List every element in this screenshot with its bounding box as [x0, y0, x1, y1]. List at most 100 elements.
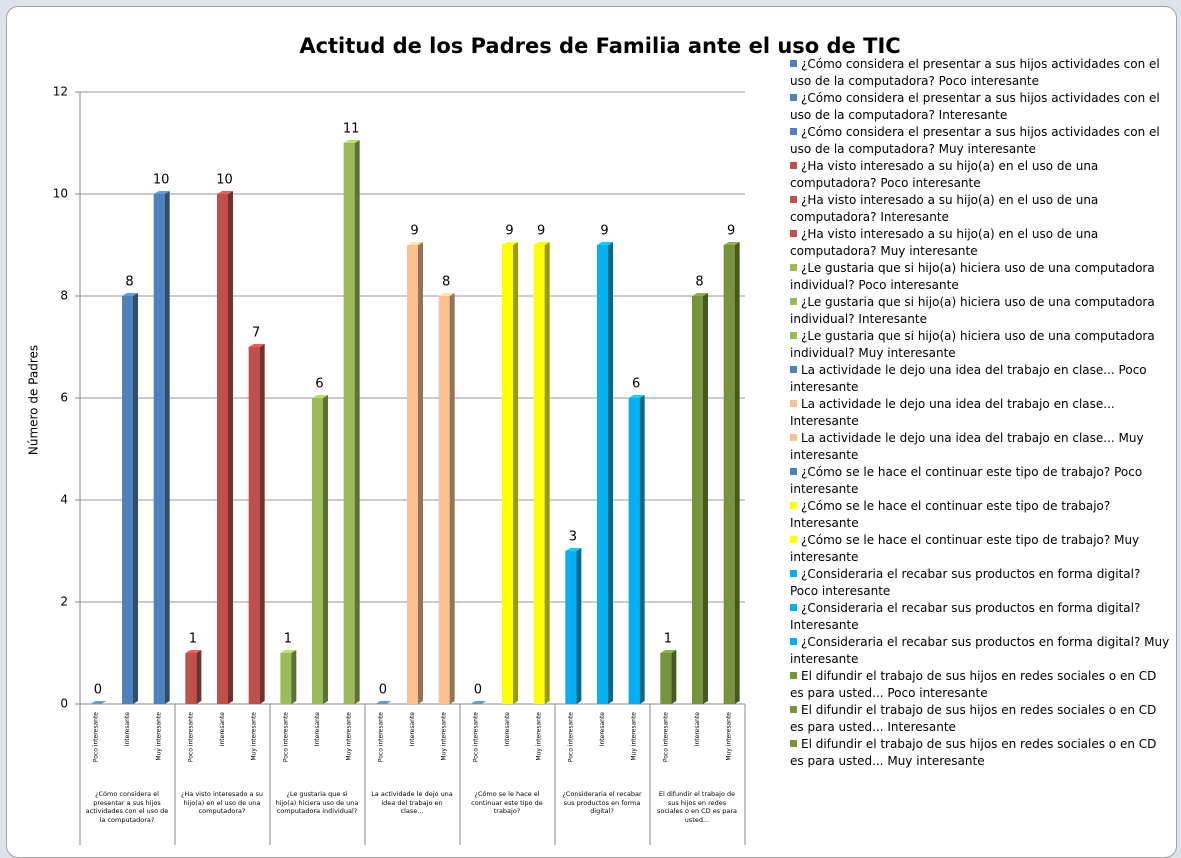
y-tick-label: 0 — [60, 697, 68, 711]
x-tick-label: Muy interesante — [536, 712, 543, 761]
data-label: 10 — [216, 173, 233, 188]
bar-top — [565, 548, 582, 551]
legend-label: ¿Cómo considera el presentar a sus hijos… — [790, 57, 1160, 88]
legend-label: ¿Ha visto interesado a su hijo(a) en el … — [790, 159, 1099, 190]
legend-entry: ¿Le gustaria que si hijo(a) hiciera uso … — [790, 294, 1170, 328]
legend-entry: ¿Ha visto interesado a su hijo(a) en el … — [790, 226, 1170, 260]
bar-top — [470, 701, 487, 704]
data-label: 9 — [505, 224, 513, 239]
x-tick-label: Interesante — [219, 712, 226, 747]
bar-top — [343, 140, 360, 143]
y-tick-label: 12 — [53, 85, 68, 99]
bar-side — [576, 548, 582, 704]
legend-entry: ¿Ha visto interesado a su hijo(a) en el … — [790, 158, 1170, 192]
x-tick-label: Poco interesante — [662, 712, 669, 762]
bar-side — [228, 191, 233, 704]
data-label: 6 — [315, 377, 323, 392]
legend-entry: ¿Consideraria el recabar sus productos e… — [790, 566, 1170, 600]
x-tick-label: Interesante — [314, 712, 321, 747]
data-label: 9 — [537, 224, 545, 239]
bar-top — [122, 293, 138, 296]
legend-entry: ¿Ha visto interesado a su hijo(a) en el … — [790, 192, 1170, 226]
legend-label: ¿Cómo se le hace el continuar este tipo … — [790, 533, 1140, 564]
data-label: 8 — [695, 275, 703, 290]
bar — [660, 653, 672, 704]
x-tick-label: Interesante — [694, 712, 701, 747]
bar — [217, 194, 228, 704]
y-tick-label: 6 — [60, 391, 68, 405]
bar-side — [734, 242, 740, 704]
legend-swatch — [790, 230, 797, 237]
bar — [185, 653, 197, 704]
legend-swatch — [790, 162, 797, 169]
bar-side — [133, 293, 138, 704]
bar-top — [375, 701, 392, 704]
legend-label: ¿Consideraria el recabar sus productos e… — [790, 601, 1141, 632]
bar-side — [449, 293, 455, 704]
group-label: ¿Le gustaria que si hijo(a) hiciera uso … — [275, 790, 359, 815]
bar-top — [502, 242, 518, 245]
bar — [280, 653, 292, 704]
y-tick-label: 8 — [60, 289, 68, 303]
y-axis-label: Número de Padres — [27, 345, 41, 455]
data-label: 11 — [343, 122, 360, 137]
legend-swatch — [790, 502, 797, 509]
legend-label: El difundir el trabajo de sus hijos en r… — [790, 669, 1157, 700]
legend-entry: ¿Cómo se le hace el continuar este tipo … — [790, 532, 1170, 566]
group-label: ¿Consideraria el recabar sus productos e… — [562, 790, 642, 815]
legend-label: ¿Consideraria el recabar sus productos e… — [790, 567, 1141, 598]
x-tick-label: Poco interesante — [282, 712, 289, 762]
legend-swatch — [790, 332, 797, 339]
data-label: 9 — [600, 224, 608, 239]
legend-swatch — [790, 604, 797, 611]
x-tick-label: Muy interesante — [251, 712, 258, 761]
data-label: 1 — [284, 632, 292, 647]
chart-title: Actitud de los Padres de Familia ante el… — [299, 34, 900, 58]
legend-entry: ¿Cómo se le hace el continuar este tipo … — [790, 498, 1170, 532]
data-label: 3 — [569, 530, 577, 545]
legend-entry: ¿Cómo se le hace el continuar este tipo … — [790, 464, 1170, 498]
legend-label: ¿Cómo considera el presentar a sus hijos… — [790, 91, 1160, 122]
bar — [153, 194, 165, 704]
legend-entry: La actividade le dejo una idea del traba… — [790, 430, 1170, 464]
legend-swatch — [790, 60, 797, 67]
data-label: 7 — [252, 326, 260, 341]
bar-top — [407, 242, 423, 245]
data-label: 0 — [94, 683, 102, 698]
x-tick-label: Poco interesante — [472, 712, 479, 762]
window — [6, 6, 1177, 858]
group-label: ¿Ha visto interesado a su hijo(a) en el … — [180, 790, 264, 815]
bar-top — [248, 344, 265, 347]
legend-entry: ¿Le gustaria que si hijo(a) hiciera uso … — [790, 260, 1170, 294]
legend-swatch — [790, 196, 797, 203]
bar-top — [660, 650, 677, 653]
legend-swatch — [790, 434, 797, 441]
bar-top — [533, 242, 550, 245]
bar-top — [185, 650, 202, 653]
bar-side — [354, 140, 360, 704]
legend-label: ¿Cómo considera el presentar a sus hijos… — [790, 125, 1160, 156]
bar-side — [703, 293, 708, 704]
legend-entry: La actividade le dejo una idea del traba… — [790, 362, 1170, 396]
x-tick-label: Muy interesante — [441, 712, 448, 761]
bar-side — [259, 344, 265, 704]
legend-swatch — [790, 706, 797, 713]
bar-top — [628, 395, 645, 398]
legend-label: ¿Consideraria el recabar sus productos e… — [790, 635, 1170, 666]
bar — [122, 296, 133, 704]
group-label: El difundir el trabajo de sus hijos en r… — [656, 790, 738, 824]
bar-side — [323, 395, 328, 704]
group-label: ¿Cómo considera el presentar a sus hijos… — [85, 790, 169, 824]
x-tick-label: Poco interesante — [92, 712, 99, 762]
data-label: 0 — [474, 683, 482, 698]
legend-label: El difundir el trabajo de sus hijos en r… — [790, 737, 1157, 768]
bar-top — [597, 242, 613, 245]
bar — [692, 296, 703, 704]
bar — [312, 398, 323, 704]
bar — [565, 551, 577, 704]
bar — [343, 143, 355, 704]
x-tick-label: Poco interesante — [377, 712, 384, 762]
group-label: ¿Cómo se le hace el continuar este tipo … — [471, 790, 543, 815]
y-tick-label: 4 — [60, 493, 68, 507]
